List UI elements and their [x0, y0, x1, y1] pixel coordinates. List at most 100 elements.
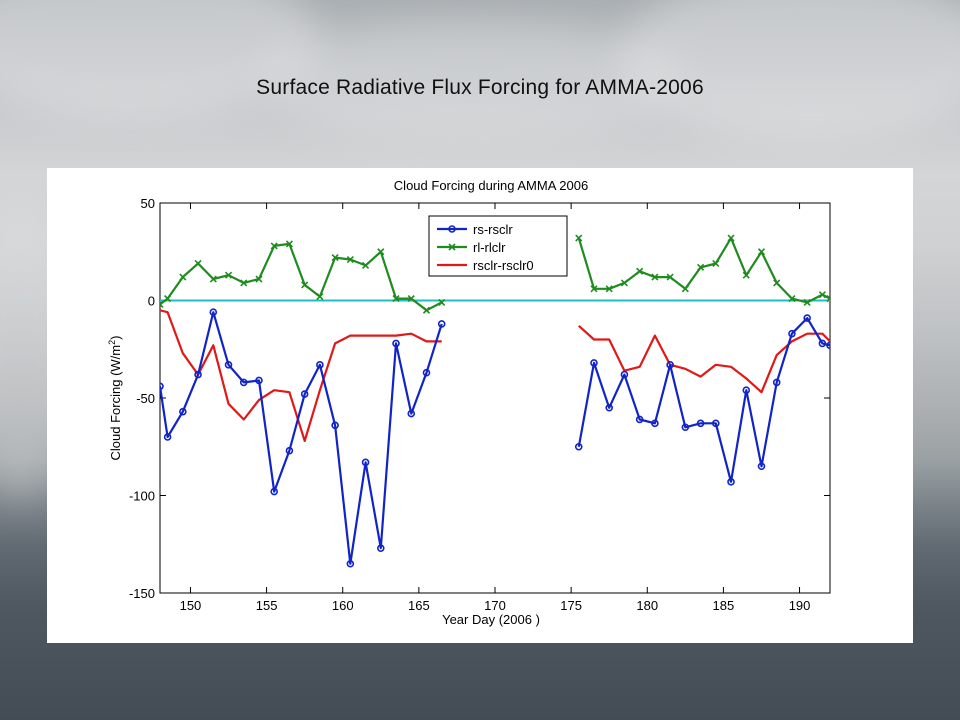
data-point [362, 261, 370, 269]
data-point [163, 433, 172, 441]
series-layer [160, 234, 830, 568]
data-point [301, 281, 309, 289]
data-point [194, 370, 202, 379]
cloud-forcing-chart: Cloud Forcing during AMMA 2006 150 155 160… [107, 178, 831, 627]
data-point [788, 294, 796, 303]
data-point [346, 559, 355, 568]
data-point [651, 419, 659, 428]
legend-item-rsclr-rsclr0: rsclr-rsclr0 [437, 258, 534, 273]
series-line [578, 324, 830, 394]
data-point [270, 242, 278, 250]
data-point [392, 339, 400, 348]
data-point [164, 294, 172, 303]
data-point [331, 254, 339, 262]
data-point [666, 273, 674, 281]
data-point [636, 267, 644, 275]
data-point [575, 234, 583, 242]
x-tick-label: 175 [560, 598, 582, 613]
x-tick-label: 150 [180, 598, 202, 613]
data-point [712, 259, 720, 268]
data-point [209, 308, 218, 316]
data-point [574, 442, 583, 451]
slide-title: Surface Radiative Flux Forcing for AMMA-… [256, 76, 704, 99]
data-point [300, 390, 309, 398]
data-point [422, 368, 431, 377]
series-rs-rsclr [160, 308, 830, 568]
data-point [376, 544, 385, 552]
data-point [742, 271, 750, 279]
data-point [727, 234, 735, 242]
data-point [711, 419, 720, 428]
data-point [666, 361, 674, 369]
figure-panel: Cloud Forcing during AMMA 2006 150 155 160… [47, 168, 913, 643]
data-point [651, 273, 659, 281]
y-axis-label-text: Cloud Forcing (W/m [108, 345, 123, 461]
data-point [316, 361, 324, 369]
data-point [160, 300, 164, 308]
data-point [239, 378, 248, 387]
x-tick-label: 185 [713, 598, 735, 613]
x-axis-label: Year Day (2006 ) [442, 612, 540, 627]
legend-label: rsclr-rsclr0 [473, 258, 534, 273]
legend: rs-rsclr rl-rlclr rsclr-rsclr0 [428, 215, 568, 277]
data-point [605, 403, 614, 412]
y-axis-label: Cloud Forcing (W/m2) [107, 336, 123, 461]
data-point [377, 248, 385, 256]
data-point [772, 378, 781, 387]
data-point [757, 248, 766, 256]
chart-title: Cloud Forcing during AMMA 2006 [394, 178, 588, 193]
data-point [255, 376, 263, 385]
data-point [620, 279, 628, 287]
tick-labels: 150 155 160 165 170 175 180 185 190 -150 -100 -50 0 5… [129, 196, 810, 613]
data-point [285, 240, 293, 248]
data-point [803, 298, 811, 307]
data-point [437, 320, 446, 328]
legend-item-rl-rlclr: rl-rlclr [437, 240, 506, 255]
data-point [818, 339, 827, 348]
x-tick-label: 180 [636, 598, 658, 613]
x-tick-label: 155 [256, 598, 278, 613]
legend-item-rs-rsclr: rs-rsclr [437, 222, 513, 237]
data-point [179, 407, 187, 416]
data-point [826, 294, 830, 303]
data-point [681, 423, 690, 432]
data-point [826, 341, 830, 350]
data-point [448, 243, 456, 251]
data-point [361, 458, 370, 467]
x-tick-label: 170 [484, 598, 506, 613]
data-point [620, 370, 629, 379]
x-tick-label: 190 [789, 598, 811, 613]
data-point [438, 298, 446, 307]
data-point [407, 294, 415, 303]
y-tick-label: 0 [148, 294, 155, 309]
series-line [160, 309, 442, 442]
data-point [316, 293, 324, 301]
data-point [727, 478, 735, 486]
data-point [270, 487, 279, 496]
data-point [757, 462, 766, 471]
data-point [346, 255, 354, 264]
data-point [605, 285, 613, 293]
data-point [697, 263, 705, 271]
y-axis-label-sup: 2 [107, 340, 117, 345]
legend-label: rs-rsclr [473, 222, 513, 237]
data-point [773, 279, 781, 287]
data-point [448, 225, 456, 233]
data-point [818, 291, 826, 299]
data-point [331, 421, 339, 430]
data-point [696, 419, 705, 428]
data-point [224, 271, 233, 279]
data-point [803, 314, 811, 322]
data-point [160, 382, 164, 391]
legend-label: rl-rlclr [473, 240, 506, 255]
data-point [407, 409, 416, 418]
series-line [160, 311, 443, 565]
data-point [742, 386, 751, 394]
data-point [209, 275, 217, 283]
data-point [194, 259, 202, 268]
sky-cloud [260, 20, 680, 140]
data-point [240, 279, 248, 287]
x-tick-label: 165 [408, 598, 430, 613]
data-point [590, 359, 598, 367]
y-tick-label: -150 [129, 586, 155, 601]
